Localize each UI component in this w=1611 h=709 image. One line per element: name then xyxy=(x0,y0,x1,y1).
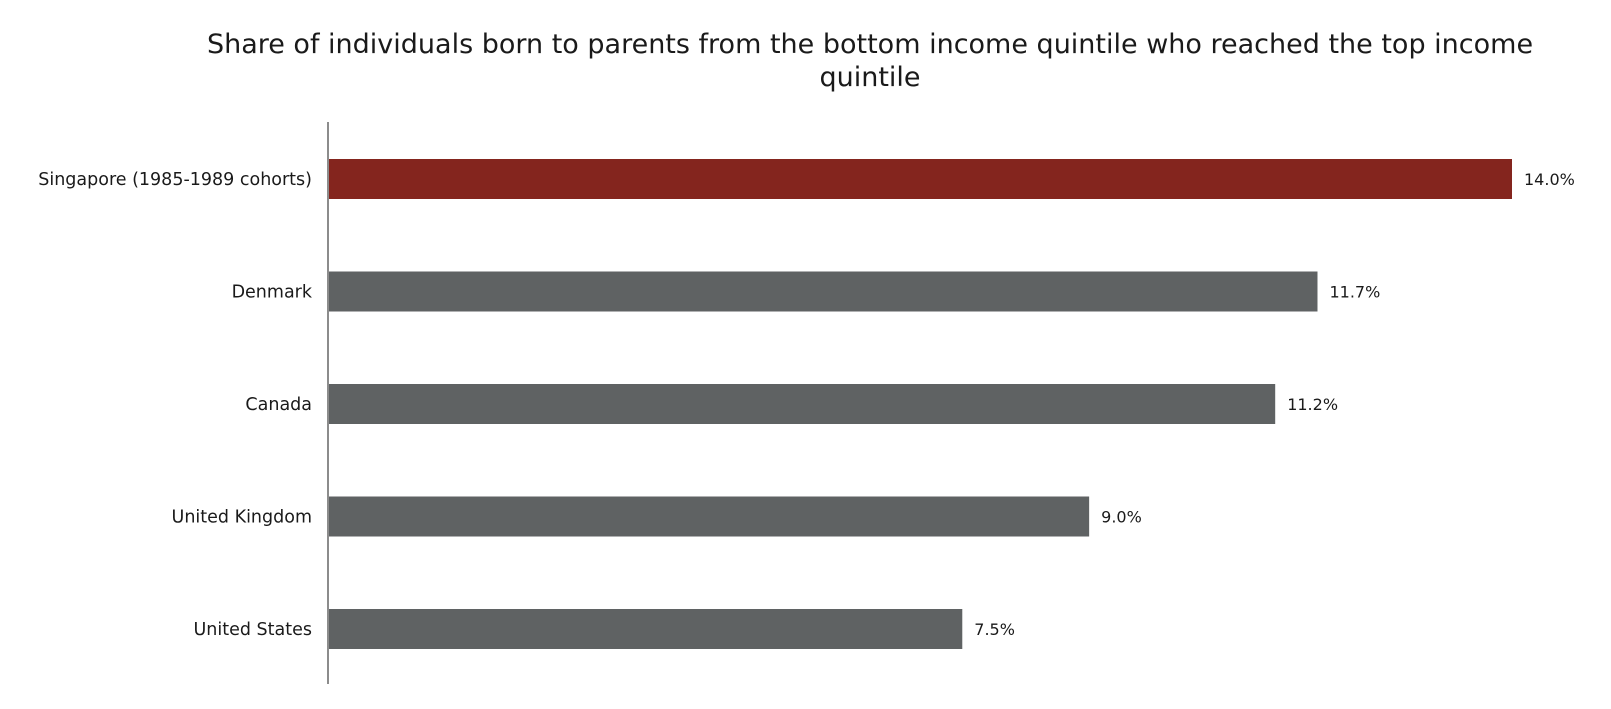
category-label-4: United States xyxy=(193,620,312,640)
category-labels: Singapore (1985-1989 cohorts) Denmark Cana… xyxy=(38,170,313,640)
chart-title: Share of individuals born to parents fro… xyxy=(206,29,1534,93)
bars-layer xyxy=(328,159,1512,649)
bar-3 xyxy=(328,496,1090,537)
category-label-0: Singapore (1985-1989 cohorts) xyxy=(38,170,312,190)
value-label-0: 14.0% xyxy=(1524,170,1575,189)
value-label-4: 7.5% xyxy=(974,620,1015,639)
value-label-1: 11.7% xyxy=(1329,283,1380,302)
bar-4 xyxy=(328,609,963,649)
bar-0 xyxy=(328,159,1512,199)
category-label-3: United Kingdom xyxy=(172,508,312,528)
category-label-2: Canada xyxy=(245,395,312,415)
bar-2 xyxy=(328,384,1276,424)
category-label-1: Denmark xyxy=(232,283,313,303)
value-label-2: 11.2% xyxy=(1287,395,1338,414)
value-label-3: 9.0% xyxy=(1101,508,1142,527)
value-labels: 14.0% 11.7% 11.2% 9.0% 7.5% xyxy=(974,170,1575,639)
bar-1 xyxy=(328,271,1318,312)
